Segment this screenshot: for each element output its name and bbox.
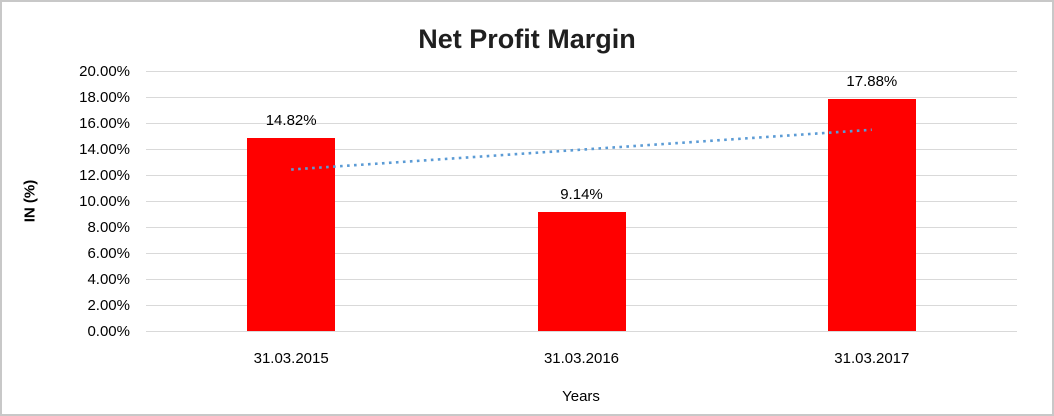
y-tick-label: 14.00% — [79, 140, 130, 158]
y-tick-label: 6.00% — [87, 244, 130, 262]
y-tick-label: 0.00% — [87, 322, 130, 340]
y-tick-label: 16.00% — [79, 114, 130, 132]
gridline — [146, 331, 1017, 332]
x-axis-title: Years — [562, 388, 600, 405]
trendline[interactable] — [291, 128, 872, 171]
bar-data-label: 17.88% — [846, 72, 898, 90]
y-tick-label: 12.00% — [79, 166, 130, 184]
gridline — [146, 123, 1017, 124]
plot-area — [146, 71, 1017, 332]
y-tick-label: 10.00% — [79, 192, 130, 210]
x-tick-label: 31.03.2017 — [834, 350, 910, 367]
bar-data-label: 14.82% — [265, 112, 317, 130]
y-tick-label: 18.00% — [79, 88, 130, 106]
x-tick-label: 31.03.2015 — [253, 350, 329, 367]
chart-title: Net Profit Margin — [418, 24, 636, 54]
bar-31.03.2015[interactable] — [247, 138, 336, 331]
y-tick-label: 20.00% — [79, 62, 130, 80]
y-tick-label: 8.00% — [87, 218, 130, 236]
gridline — [146, 97, 1017, 98]
y-tick-label: 4.00% — [87, 270, 130, 288]
bar-31.03.2016[interactable] — [537, 212, 626, 331]
bar-data-label: 9.14% — [560, 186, 603, 204]
y-tick-label: 2.00% — [87, 296, 130, 314]
gridline — [146, 71, 1017, 72]
x-tick-label: 31.03.2016 — [543, 350, 620, 367]
gridline — [146, 201, 1017, 202]
gridline — [146, 175, 1017, 176]
bar-31.03.2017[interactable] — [827, 98, 916, 331]
gridline — [146, 149, 1017, 150]
